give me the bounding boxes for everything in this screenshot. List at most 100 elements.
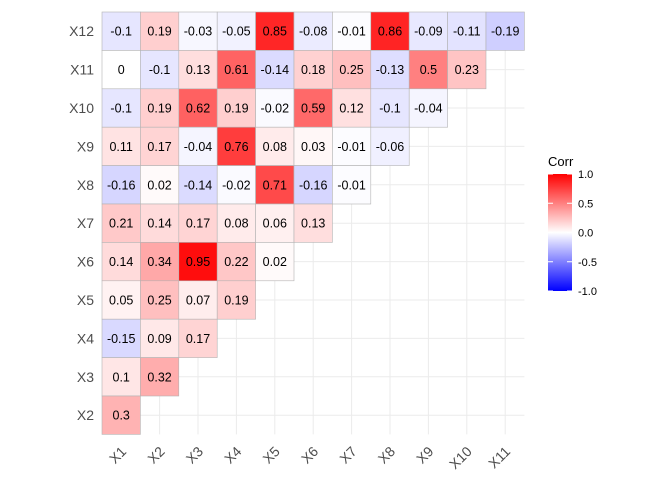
heatmap-cell-X3-X1 (101, 357, 141, 397)
x-tick-label-X9: X9 (413, 443, 437, 467)
heatmap-cell-X2-X1 (101, 395, 141, 435)
heatmap-cell-X10-X1 (101, 88, 141, 128)
cell-label-X7-X3: 0.17 (186, 217, 210, 231)
x-tick-label-X8: X8 (375, 443, 399, 467)
cell-label-X5-X2: 0.25 (147, 294, 171, 308)
cell-label-X8-X1: -0.16 (107, 178, 136, 192)
heatmap-cell-X11-X10 (447, 50, 487, 90)
cell-label-X6-X2: 0.34 (147, 255, 171, 269)
cell-label-X9-X6: 0.03 (301, 140, 325, 154)
cell-label-X9-X4: 0.76 (224, 140, 248, 154)
cell-label-X10-X3: 0.62 (186, 102, 210, 116)
heatmap-cell-X6-X5 (255, 242, 295, 282)
cell-label-X11-X7: 0.25 (339, 63, 363, 77)
cell-label-X10-X6: 0.59 (301, 102, 325, 116)
heatmap-cell-X11-X2 (140, 50, 180, 90)
cell-label-X10-X1: -0.1 (110, 102, 132, 116)
y-tick-label-X11: X11 (70, 62, 94, 78)
y-tick-label-X4: X4 (77, 330, 94, 346)
heatmap-cell-X7-X3 (178, 203, 218, 243)
cell-label-X8-X2: 0.02 (147, 178, 171, 192)
cell-label-X7-X4: 0.08 (224, 217, 248, 231)
heatmap-cell-X11-X8 (370, 50, 410, 90)
heatmap-tiles (101, 11, 525, 435)
cell-label-X12-X9: -0.09 (414, 25, 443, 39)
cell-label-X5-X1: 0.05 (109, 294, 133, 308)
cell-label-X9-X2: 0.17 (147, 140, 171, 154)
cell-label-X7-X1: 0.21 (109, 217, 133, 231)
x-tick-label-X1: X1 (106, 443, 130, 467)
cell-label-X6-X4: 0.22 (224, 255, 248, 269)
heatmap-cell-X6-X3 (178, 242, 218, 282)
cell-label-X11-X8: -0.13 (376, 63, 405, 77)
cell-label-X4-X3: 0.17 (186, 332, 210, 346)
cell-label-X12-X8: 0.86 (378, 25, 402, 39)
heatmap-cell-X12-X5 (255, 11, 295, 51)
cell-label-X8-X5: 0.71 (263, 178, 287, 192)
heatmap-cell-X6-X4 (216, 242, 256, 282)
legend-tick-label: 1.0 (578, 169, 593, 181)
cell-label-X12-X4: -0.05 (222, 25, 251, 39)
heatmap-cell-X6-X1 (101, 242, 141, 282)
cell-labels: -0.1 0.19 -0.03 -0.05 0.85 -0.08 -0.01 0.86 -0.0… (107, 25, 520, 423)
heatmap-cell-X9-X3 (178, 126, 218, 166)
cell-label-X11-X1: 0 (118, 63, 125, 77)
cell-label-X2-X1: 0.3 (113, 409, 130, 423)
cell-label-X4-X1: -0.15 (107, 332, 136, 346)
cell-label-X12-X6: -0.08 (299, 25, 328, 39)
heatmap-cell-X11-X9 (408, 50, 448, 90)
heatmap-cell-X10-X8 (370, 88, 410, 128)
heatmap-cell-X8-X6 (293, 165, 333, 205)
legend-tick-label: -0.5 (578, 257, 597, 269)
cell-label-X11-X4: 0.61 (224, 63, 248, 77)
cell-label-X9-X8: -0.06 (376, 140, 405, 154)
cell-label-X10-X8: -0.1 (379, 102, 401, 116)
y-tick-label-X7: X7 (77, 215, 94, 231)
y-tick-label-X5: X5 (77, 292, 94, 308)
cell-label-X11-X10: 0.23 (455, 63, 479, 77)
cell-label-X10-X7: 0.12 (339, 102, 363, 116)
cell-label-X11-X5: -0.14 (261, 63, 290, 77)
heatmap-cell-X9-X2 (140, 126, 180, 166)
heatmap-cell-X12-X7 (332, 11, 372, 51)
y-tick-label-X12: X12 (69, 23, 94, 39)
cell-label-X10-X9: -0.04 (414, 102, 443, 116)
cell-label-X11-X6: 0.18 (301, 63, 325, 77)
heatmap-cell-X10-X4 (216, 88, 256, 128)
legend-tick-label: 0.0 (578, 228, 593, 240)
x-tick-label-X4: X4 (221, 443, 245, 467)
cell-label-X8-X6: -0.16 (299, 178, 328, 192)
legend-tick-label: -1.0 (578, 286, 597, 298)
color-legend: Corr 1.0 0.5 0.0 -0.5 -1.0 (548, 154, 597, 298)
cell-label-X8-X7: -0.01 (337, 178, 366, 192)
y-tick-label-X2: X2 (77, 407, 94, 423)
heatmap-cell-X12-X3 (178, 11, 218, 51)
heatmap-cell-X5-X1 (101, 280, 141, 320)
y-tick-label-X10: X10 (69, 100, 94, 116)
heatmap-cell-X5-X4 (216, 280, 256, 320)
cell-label-X12-X7: -0.01 (337, 25, 366, 39)
x-tick-label-X6: X6 (298, 443, 322, 467)
heatmap-cell-X11-X4 (216, 50, 256, 90)
heatmap-cell-X6-X2 (140, 242, 180, 282)
heatmap-cell-X9-X8 (370, 126, 410, 166)
x-tick-label-X10: X10 (446, 443, 475, 472)
heatmap-cell-X11-X3 (178, 50, 218, 90)
cell-label-X12-X10: -0.11 (453, 25, 481, 39)
heatmap-cell-X7-X2 (140, 203, 180, 243)
x-tick-label-X2: X2 (144, 443, 168, 467)
cell-label-X3-X1: 0.1 (113, 370, 130, 384)
x-tick-label-X11: X11 (485, 443, 513, 471)
heatmap-cell-X7-X5 (255, 203, 295, 243)
cell-label-X9-X3: -0.04 (184, 140, 213, 154)
heatmap-cell-X8-X4 (216, 165, 256, 205)
cell-label-X12-X5: 0.85 (263, 25, 287, 39)
cell-label-X12-X11: -0.19 (491, 25, 520, 39)
legend-title: Corr (548, 154, 574, 169)
heatmap-cell-X12-X4 (216, 11, 256, 51)
heatmap-cell-X8-X7 (332, 165, 372, 205)
heatmap-cell-X11-X5 (255, 50, 295, 90)
cell-label-X12-X2: 0.19 (147, 25, 171, 39)
heatmap-cell-X12-X8 (370, 11, 410, 51)
